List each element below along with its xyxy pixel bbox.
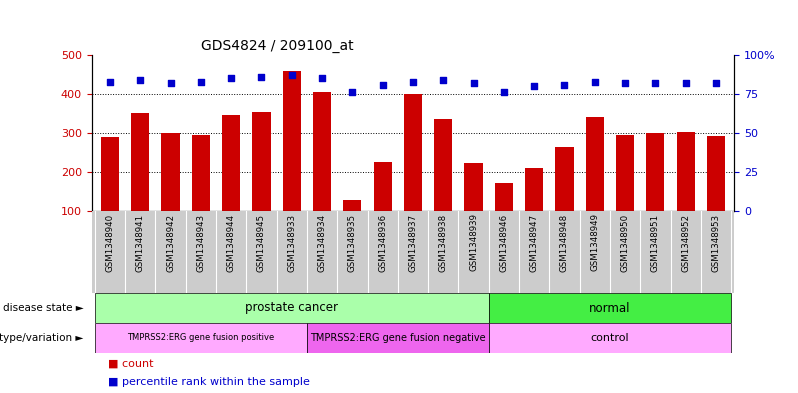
Point [649, 80, 662, 86]
Text: GSM1348939: GSM1348939 [469, 213, 478, 272]
Bar [222, 115, 240, 211]
Text: GSM1348937: GSM1348937 [409, 213, 417, 272]
Point [467, 80, 480, 86]
Text: ■ count: ■ count [108, 359, 153, 369]
Bar [488, 293, 731, 323]
Point [588, 78, 601, 84]
Bar [495, 182, 513, 211]
Text: GSM1348953: GSM1348953 [712, 213, 721, 272]
Bar [252, 112, 271, 211]
Bar [95, 323, 307, 353]
Point [377, 81, 389, 88]
Text: GSM1348938: GSM1348938 [439, 213, 448, 272]
Text: GSM1348951: GSM1348951 [651, 213, 660, 272]
Bar [677, 132, 695, 211]
Bar [707, 136, 725, 211]
Bar [313, 92, 331, 211]
Text: TMPRSS2:ERG gene fusion positive: TMPRSS2:ERG gene fusion positive [127, 334, 275, 343]
Bar [101, 137, 119, 211]
Text: GSM1348947: GSM1348947 [530, 213, 539, 272]
Point [225, 75, 238, 81]
Bar [555, 147, 574, 211]
Bar [373, 162, 392, 211]
Text: TMPRSS2:ERG gene fusion negative: TMPRSS2:ERG gene fusion negative [310, 333, 486, 343]
Bar [161, 133, 180, 211]
Point [406, 78, 420, 84]
Text: GSM1348945: GSM1348945 [257, 213, 266, 272]
Point [104, 78, 117, 84]
Text: genotype/variation ►: genotype/variation ► [0, 333, 84, 343]
Text: GSM1348944: GSM1348944 [227, 213, 235, 272]
Point [316, 75, 329, 81]
Text: prostate cancer: prostate cancer [245, 301, 338, 314]
Point [679, 80, 692, 86]
Text: ■ percentile rank within the sample: ■ percentile rank within the sample [108, 376, 310, 387]
Text: GSM1348949: GSM1348949 [591, 213, 599, 272]
Text: GSM1348952: GSM1348952 [681, 213, 690, 272]
Text: GSM1348948: GSM1348948 [560, 213, 569, 272]
Bar [646, 133, 665, 211]
Bar [404, 94, 422, 211]
Point [618, 80, 631, 86]
Text: GSM1348950: GSM1348950 [621, 213, 630, 272]
Point [346, 89, 359, 95]
Text: normal: normal [589, 301, 630, 314]
Text: GSM1348936: GSM1348936 [378, 213, 387, 272]
Text: GSM1348946: GSM1348946 [500, 213, 508, 272]
Bar [586, 117, 604, 211]
Bar [282, 71, 301, 211]
Text: GDS4824 / 209100_at: GDS4824 / 209100_at [201, 39, 354, 53]
Text: GSM1348935: GSM1348935 [348, 213, 357, 272]
Bar [525, 168, 543, 211]
Bar [343, 200, 361, 211]
Bar [131, 113, 149, 211]
Bar [95, 293, 488, 323]
Bar [434, 119, 452, 211]
Bar [616, 135, 634, 211]
Bar [307, 323, 488, 353]
Point [164, 80, 177, 86]
Bar [192, 135, 210, 211]
Point [527, 83, 540, 89]
Point [709, 80, 722, 86]
Point [134, 77, 147, 83]
Point [255, 74, 268, 80]
Text: GSM1348942: GSM1348942 [166, 213, 175, 272]
Text: GSM1348943: GSM1348943 [196, 213, 205, 272]
Point [497, 89, 510, 95]
Text: disease state ►: disease state ► [3, 303, 84, 313]
Text: GSM1348941: GSM1348941 [136, 213, 144, 272]
Text: control: control [591, 333, 630, 343]
Point [558, 81, 571, 88]
Bar [464, 163, 483, 211]
Text: GSM1348940: GSM1348940 [105, 213, 114, 272]
Text: GSM1348934: GSM1348934 [318, 213, 326, 272]
Point [286, 72, 298, 79]
Text: GSM1348933: GSM1348933 [287, 213, 296, 272]
Point [437, 77, 449, 83]
Bar [488, 323, 731, 353]
Point [195, 78, 207, 84]
